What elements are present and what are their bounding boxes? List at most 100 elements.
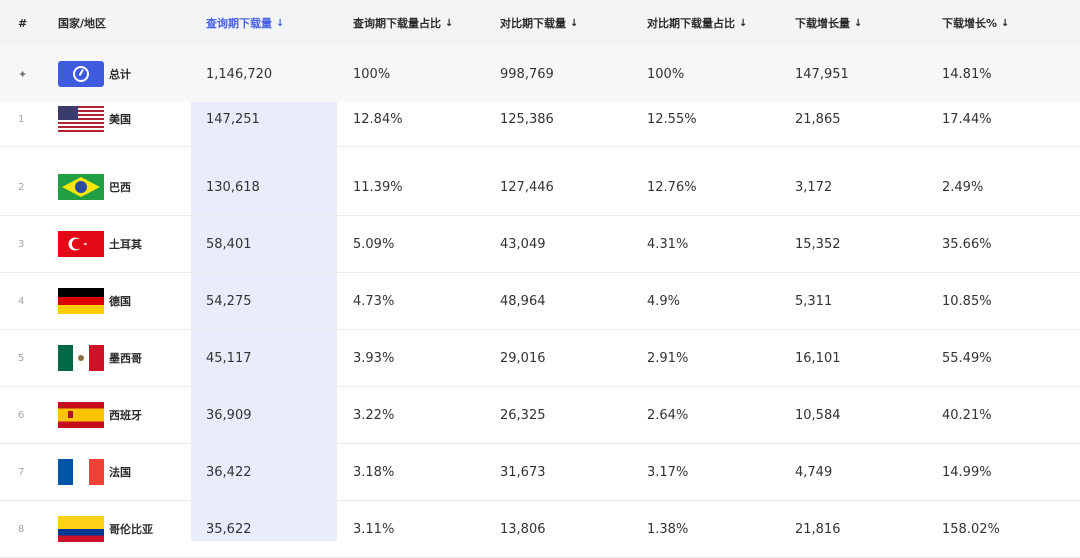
total-label: 总计 — [109, 68, 131, 81]
country-cell[interactable]: 西班牙 — [58, 387, 188, 443]
country-name: 巴西 — [109, 181, 131, 194]
query-downloads-value: 54,275 — [206, 293, 252, 309]
query-share-header[interactable]: 查询期下载量占比 ↓ — [353, 0, 453, 46]
pin-icon: ✦ — [18, 67, 28, 81]
growth-value: 21,816 — [795, 521, 841, 537]
compare-share-header[interactable]: 对比期下载量占比 ↓ — [647, 0, 747, 46]
query-share-value: 3.22% — [353, 407, 395, 423]
query-downloads-value: 36,909 — [206, 407, 252, 423]
country-name: 土耳其 — [109, 238, 142, 251]
growth-pct-value: 14.99% — [942, 464, 992, 480]
country-cell[interactable]: 德国 — [58, 273, 188, 329]
growth-value: 15,352 — [795, 236, 841, 252]
table-row[interactable]: 6 西班牙 36,909 3.22% 26,325 2.64% 10,584 40.21% — [0, 387, 1080, 444]
compare-share-value: 2.91% — [647, 350, 689, 366]
growth-pct-value: 17.44% — [942, 111, 992, 127]
query-downloads-value: 35,622 — [206, 521, 252, 537]
query-share-value: 3.93% — [353, 350, 395, 366]
table-row[interactable]: 4 德国 54,275 4.73% 48,964 4.9% 5,311 10.85% — [0, 273, 1080, 330]
sort-arrow-icon[interactable]: ↓ — [276, 17, 285, 29]
compare-share-value: 4.9% — [647, 293, 681, 309]
mexico-flag-icon — [58, 345, 104, 371]
query-downloads-value: 36,422 — [206, 464, 252, 480]
compare-downloads-value: 43,049 — [500, 236, 546, 252]
table-row[interactable]: 3 土耳其 58,401 5.09% 43,049 4.31% 15,352 35.66% — [0, 216, 1080, 273]
table-row[interactable]: 5 墨西哥 45,117 3.93% 29,016 2.91% 16,101 55.49% — [0, 330, 1080, 387]
rank-number: 3 — [18, 238, 25, 250]
country-cell[interactable]: 哥伦比亚 — [58, 501, 188, 557]
compare-share-value: 1.38% — [647, 521, 689, 537]
growth-value: 10,584 — [795, 407, 841, 423]
total-compare-share: 100% — [647, 66, 685, 82]
table-row[interactable]: 7 法国 36,422 3.18% 31,673 3.17% 4,749 14.99% — [0, 444, 1080, 501]
app-logo-icon — [58, 61, 104, 87]
country-cell[interactable]: 土耳其 — [58, 216, 188, 272]
country-cell[interactable]: 法国 — [58, 444, 188, 500]
total-label-cell: 总计 — [58, 46, 188, 102]
country-name: 德国 — [109, 295, 131, 308]
compare-share-value: 2.64% — [647, 407, 689, 423]
country-name: 法国 — [109, 466, 131, 479]
country-name: 西班牙 — [109, 409, 142, 422]
country-cell[interactable]: 美国 — [58, 92, 188, 146]
sort-arrow-icon[interactable]: ↓ — [445, 17, 454, 29]
query-downloads-header-label: 查询期下载量 — [206, 17, 272, 30]
us-flag-icon — [58, 106, 104, 132]
growth-header[interactable]: 下载增长量 ↓ — [795, 0, 862, 46]
growth-value: 16,101 — [795, 350, 841, 366]
germany-flag-icon — [58, 288, 104, 314]
compare-downloads-value: 125,386 — [500, 111, 554, 127]
compare-share-value: 4.31% — [647, 236, 689, 252]
compare-share-value: 12.76% — [647, 179, 697, 195]
total-row: ✦ 总计 1,146,720 100% 998,769 100% 147,951… — [0, 46, 1080, 102]
query-share-value: 5.09% — [353, 236, 395, 252]
country-cell[interactable]: 墨西哥 — [58, 330, 188, 386]
rank-number: 6 — [18, 409, 25, 421]
sort-arrow-icon[interactable]: ↓ — [739, 17, 748, 29]
total-compare-downloads: 998,769 — [500, 66, 554, 82]
growth-value: 21,865 — [795, 111, 841, 127]
country-header: 国家/地区 — [58, 17, 107, 30]
growth-pct-value: 10.85% — [942, 293, 992, 309]
compare-downloads-value: 29,016 — [500, 350, 546, 366]
table-header: # 国家/地区 查询期下载量 ↓ 查询期下载量占比 ↓ 对比期下载量 ↓ 对比期… — [0, 0, 1080, 46]
growth-pct-header[interactable]: 下载增长% ↓ — [942, 0, 1009, 46]
downloads-table: # 国家/地区 查询期下载量 ↓ 查询期下载量占比 ↓ 对比期下载量 ↓ 对比期… — [0, 0, 1080, 541]
query-downloads-value: 147,251 — [206, 111, 260, 127]
table-row[interactable]: 1 美国 147,251 12.84% 125,386 12.55% 21,865 17.44… — [0, 92, 1080, 147]
brazil-flag-icon — [58, 174, 104, 200]
rank-number: 7 — [18, 466, 25, 478]
query-downloads-value: 58,401 — [206, 236, 252, 252]
compare-downloads-value: 26,325 — [500, 407, 546, 423]
query-share-header-label: 查询期下载量占比 — [353, 17, 441, 30]
spain-flag-icon — [58, 402, 104, 428]
sort-arrow-icon[interactable]: ↓ — [570, 17, 579, 29]
sort-arrow-icon[interactable]: ↓ — [1001, 17, 1010, 29]
compare-downloads-header[interactable]: 对比期下载量 ↓ — [500, 0, 578, 46]
query-downloads-value: 130,618 — [206, 179, 260, 195]
compare-downloads-header-label: 对比期下载量 — [500, 17, 566, 30]
query-share-value: 3.18% — [353, 464, 395, 480]
query-share-value: 11.39% — [353, 179, 403, 195]
growth-pct-value: 40.21% — [942, 407, 992, 423]
france-flag-icon — [58, 459, 104, 485]
country-name: 美国 — [109, 113, 131, 126]
query-share-value: 3.11% — [353, 521, 395, 537]
growth-value: 4,749 — [795, 464, 833, 480]
table-row[interactable]: 2 巴西 130,618 11.39% 127,446 12.76% 3,172 2.49% — [0, 159, 1080, 216]
rank-number: 8 — [18, 523, 25, 535]
compare-share-value: 3.17% — [647, 464, 689, 480]
table-row[interactable]: 8 哥伦比亚 35,622 3.11% 13,806 1.38% 21,816 158.02% — [0, 501, 1080, 558]
compare-share-value: 12.55% — [647, 111, 697, 127]
sort-arrow-icon[interactable]: ↓ — [854, 17, 863, 29]
rank-number: 4 — [18, 295, 25, 307]
growth-pct-value: 55.49% — [942, 350, 992, 366]
total-growth-pct: 14.81% — [942, 66, 992, 82]
query-share-value: 4.73% — [353, 293, 395, 309]
query-share-value: 12.84% — [353, 111, 403, 127]
growth-value: 5,311 — [795, 293, 833, 309]
country-cell[interactable]: 巴西 — [58, 159, 188, 215]
query-downloads-header[interactable]: 查询期下载量 ↓ — [206, 0, 284, 46]
total-growth: 147,951 — [795, 66, 849, 82]
compare-downloads-value: 31,673 — [500, 464, 546, 480]
